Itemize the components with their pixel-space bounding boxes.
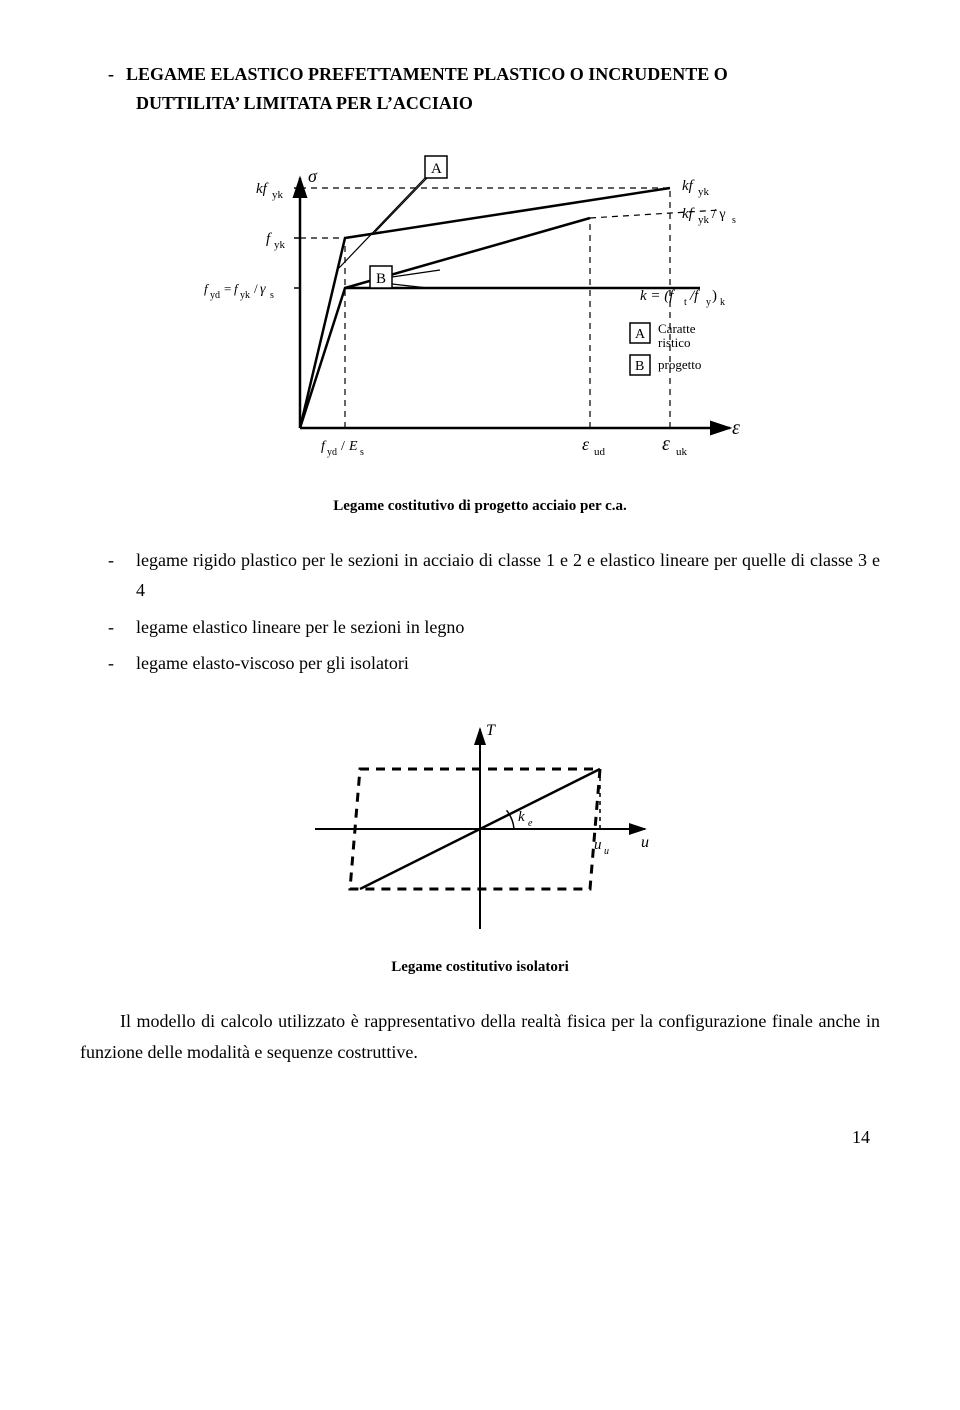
- svg-text:Caratte: Caratte: [658, 321, 696, 336]
- svg-text:k: k: [720, 297, 725, 308]
- stress-strain-diagram: σkfykfykfyd=fyk/γskfykkfyk/ γsABk = (ft/…: [200, 148, 760, 478]
- svg-text:yd: yd: [327, 447, 337, 458]
- svg-text:/f: /f: [689, 288, 700, 304]
- svg-text:e: e: [528, 818, 533, 829]
- svg-text:ε: ε: [662, 433, 670, 455]
- bullet-text: legame rigido plastico per le sezioni in…: [136, 550, 880, 601]
- svg-text:y: y: [706, 297, 711, 308]
- svg-text:=: =: [224, 281, 231, 296]
- svg-text:E: E: [348, 439, 358, 454]
- svg-text:B: B: [635, 359, 644, 374]
- list-item: -legame elastico lineare per le sezioni …: [136, 612, 880, 643]
- list-item: -legame rigido plastico per le sezioni i…: [136, 545, 880, 606]
- svg-text:t: t: [684, 297, 687, 308]
- svg-text:yk: yk: [272, 189, 284, 201]
- svg-text:A: A: [431, 161, 442, 177]
- svg-text:s: s: [270, 290, 274, 301]
- page-number: 14: [80, 1127, 880, 1148]
- svg-text:yk: yk: [698, 186, 710, 198]
- svg-text:yk: yk: [274, 239, 286, 251]
- svg-text:u: u: [641, 834, 649, 851]
- figure-1-wrap: σkfykfykfyd=fyk/γskfykkfyk/ γsABk = (ft/…: [80, 148, 880, 478]
- bullet-dash: -: [108, 648, 114, 679]
- svg-text:/: /: [254, 281, 258, 296]
- svg-text:yd: yd: [210, 290, 220, 301]
- list-item: -legame elasto-viscoso per gli isolatori: [136, 648, 880, 679]
- bullet-dash: -: [108, 612, 114, 643]
- svg-text:uk: uk: [676, 446, 688, 458]
- svg-text:γ: γ: [260, 282, 266, 297]
- svg-text:B: B: [376, 271, 386, 287]
- svg-text:ristico: ristico: [658, 335, 691, 350]
- svg-text:k = (f: k = (f: [640, 288, 675, 304]
- figure-2-caption: Legame costitutivo isolatori: [80, 959, 880, 976]
- section-heading: -LEGAME ELASTICO PREFETTAMENTE PLASTICO …: [80, 60, 880, 118]
- svg-text:yk: yk: [240, 290, 250, 301]
- figure-2-wrap: Tuuuke: [80, 709, 880, 939]
- svg-text:kf: kf: [682, 178, 695, 194]
- svg-text:ε: ε: [582, 434, 590, 454]
- heading-line2: DUTTILITA’ LIMITATA PER L’ACCIAIO: [80, 93, 473, 113]
- body-paragraph: Il modello di calcolo utilizzato è rappr…: [80, 1006, 880, 1067]
- heading-line1: LEGAME ELASTICO PREFETTAMENTE PLASTICO O…: [126, 64, 728, 84]
- svg-text:σ: σ: [308, 166, 318, 186]
- svg-text:ud: ud: [594, 446, 606, 458]
- figure-1-caption: Legame costitutivo di progetto acciaio p…: [80, 498, 880, 515]
- svg-text:progetto: progetto: [658, 357, 701, 372]
- svg-text:kf: kf: [256, 181, 269, 197]
- heading-dash: -: [108, 64, 114, 84]
- svg-text:s: s: [360, 447, 364, 458]
- svg-text:f: f: [266, 231, 272, 247]
- svg-text:/ γ: / γ: [712, 207, 726, 222]
- svg-text:/: /: [341, 439, 345, 454]
- isolator-diagram: Tuuuke: [300, 709, 660, 939]
- bullet-text: legame elasto-viscoso per gli isolatori: [136, 653, 409, 673]
- svg-text:s: s: [732, 215, 736, 226]
- bullet-dash: -: [108, 545, 114, 576]
- svg-text:A: A: [635, 327, 646, 342]
- svg-text:): ): [712, 288, 717, 304]
- svg-text:u: u: [594, 837, 602, 853]
- bullet-list: -legame rigido plastico per le sezioni i…: [80, 545, 880, 679]
- svg-text:T: T: [486, 722, 496, 739]
- svg-text:ε: ε: [732, 417, 740, 439]
- bullet-text: legame elastico lineare per le sezioni i…: [136, 617, 464, 637]
- svg-text:u: u: [604, 846, 609, 857]
- svg-text:k: k: [518, 809, 525, 825]
- svg-text:yk: yk: [698, 214, 710, 226]
- svg-text:kf: kf: [682, 206, 695, 222]
